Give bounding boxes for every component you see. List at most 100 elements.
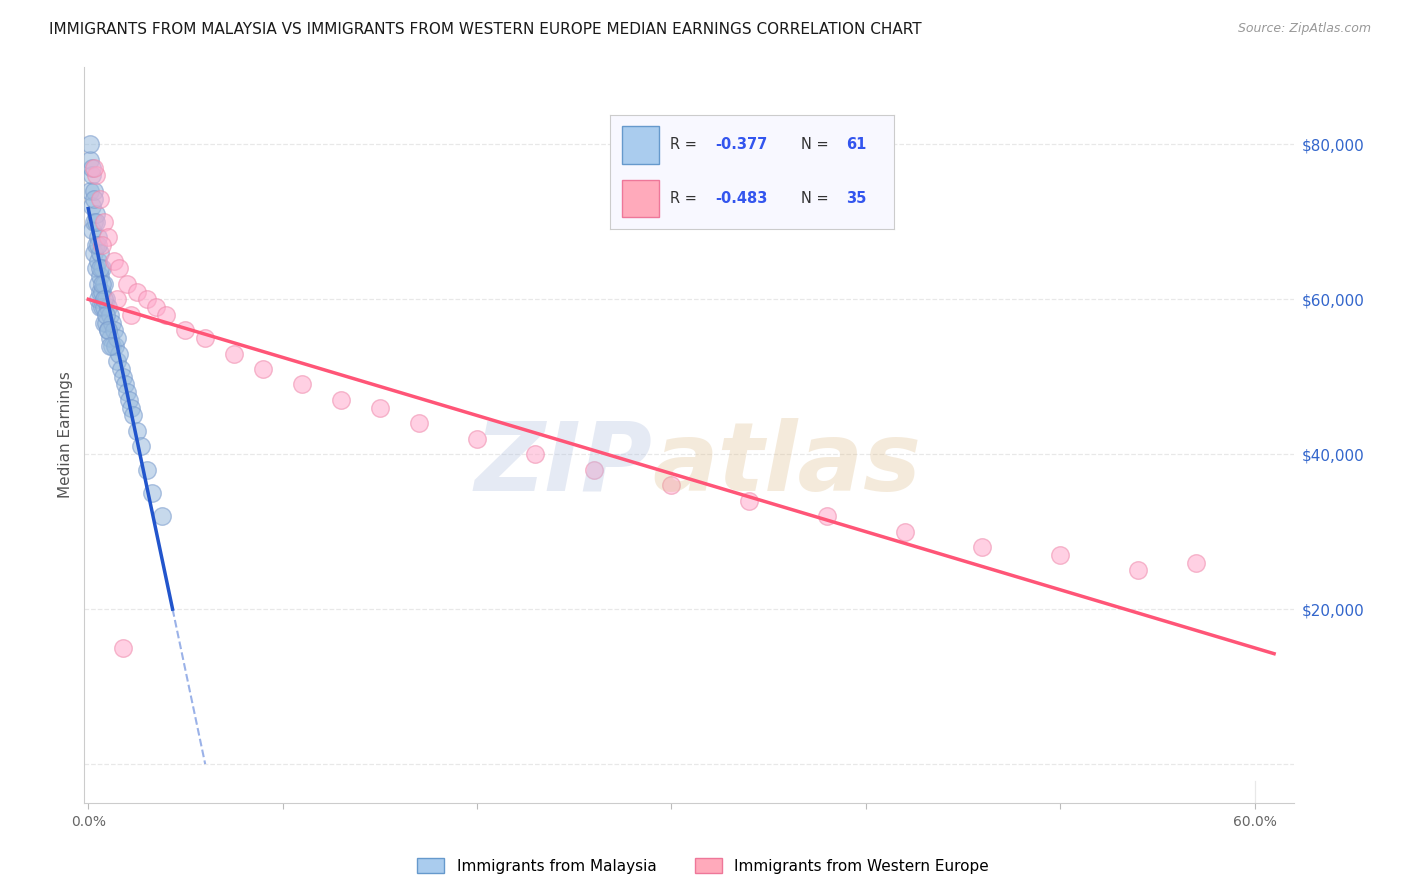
Point (110, 362, 132, 376)
Point (82, 169, 104, 183)
Point (87, 277, 110, 291)
Point (84, 169, 107, 183)
Point (524, 447, 547, 461)
Point (84, 238, 107, 252)
Point (84, 207, 107, 221)
Point (89, 261, 111, 276)
Point (118, 392, 141, 407)
Point (112, 640, 135, 655)
Point (661, 478, 683, 492)
Point (1049, 548, 1071, 562)
Point (129, 440, 152, 454)
Point (89, 245, 111, 260)
Point (94, 308, 117, 322)
Text: atlas: atlas (652, 417, 922, 511)
Point (330, 392, 353, 407)
Point (252, 362, 274, 376)
Point (120, 401, 142, 415)
Point (103, 323, 125, 337)
Point (82, 222, 104, 236)
Point (98, 339, 121, 353)
Point (155, 308, 177, 322)
Legend: Immigrants from Malaysia, Immigrants from Western Europe: Immigrants from Malaysia, Immigrants fro… (411, 852, 995, 880)
Point (87, 253, 110, 268)
Point (90, 277, 112, 291)
Point (98, 308, 121, 322)
Point (114, 377, 136, 392)
Point (150, 509, 173, 524)
Point (104, 339, 127, 353)
Point (222, 346, 245, 360)
Point (972, 540, 994, 554)
Point (89, 268, 111, 283)
Point (194, 331, 217, 345)
Point (738, 493, 761, 508)
Point (1126, 563, 1149, 577)
Point (108, 346, 131, 360)
Point (93, 293, 115, 307)
Point (84, 261, 107, 276)
Point (79, 153, 101, 167)
Point (368, 401, 391, 415)
Point (90, 238, 112, 252)
Point (125, 424, 148, 438)
Point (97, 323, 120, 337)
Point (79, 184, 101, 198)
Point (93, 300, 115, 314)
Point (94, 316, 117, 330)
Point (107, 331, 129, 345)
Point (135, 293, 157, 307)
Y-axis label: Median Earnings: Median Earnings (58, 371, 73, 499)
Point (98, 331, 121, 345)
Point (107, 354, 129, 368)
Point (141, 486, 163, 500)
Point (93, 215, 115, 229)
Point (84, 215, 107, 229)
Point (89, 300, 111, 314)
Point (1185, 556, 1208, 570)
Point (103, 253, 125, 268)
Point (465, 432, 488, 446)
Point (174, 323, 197, 337)
Point (97, 323, 120, 337)
Point (112, 369, 135, 384)
Point (115, 277, 138, 291)
Point (83, 184, 105, 198)
Point (115, 385, 138, 400)
Point (120, 308, 142, 322)
Point (122, 409, 145, 423)
Point (82, 161, 104, 175)
Point (83, 192, 105, 206)
Point (89, 285, 111, 299)
Point (94, 293, 117, 307)
Point (135, 463, 157, 477)
Point (97, 230, 120, 244)
Point (82, 199, 104, 213)
Point (100, 339, 122, 353)
Point (291, 377, 314, 392)
Point (100, 316, 122, 330)
Point (83, 215, 105, 229)
Point (90, 261, 112, 276)
Point (83, 245, 105, 260)
Text: Source: ZipAtlas.com: Source: ZipAtlas.com (1237, 22, 1371, 36)
Point (582, 463, 605, 477)
Point (87, 230, 110, 244)
Point (893, 524, 915, 539)
Point (90, 300, 112, 314)
Point (815, 509, 838, 524)
Point (125, 285, 148, 299)
Point (97, 300, 120, 314)
Text: ZIP: ZIP (475, 417, 652, 511)
Point (93, 316, 115, 330)
Point (145, 300, 167, 314)
Point (87, 238, 110, 252)
Point (83, 161, 105, 175)
Point (90, 285, 112, 299)
Point (87, 293, 110, 307)
Point (93, 277, 115, 291)
Text: IMMIGRANTS FROM MALAYSIA VS IMMIGRANTS FROM WESTERN EUROPE MEDIAN EARNINGS CORRE: IMMIGRANTS FROM MALAYSIA VS IMMIGRANTS F… (49, 22, 922, 37)
Point (408, 416, 430, 430)
Point (89, 192, 111, 206)
Point (108, 261, 131, 276)
